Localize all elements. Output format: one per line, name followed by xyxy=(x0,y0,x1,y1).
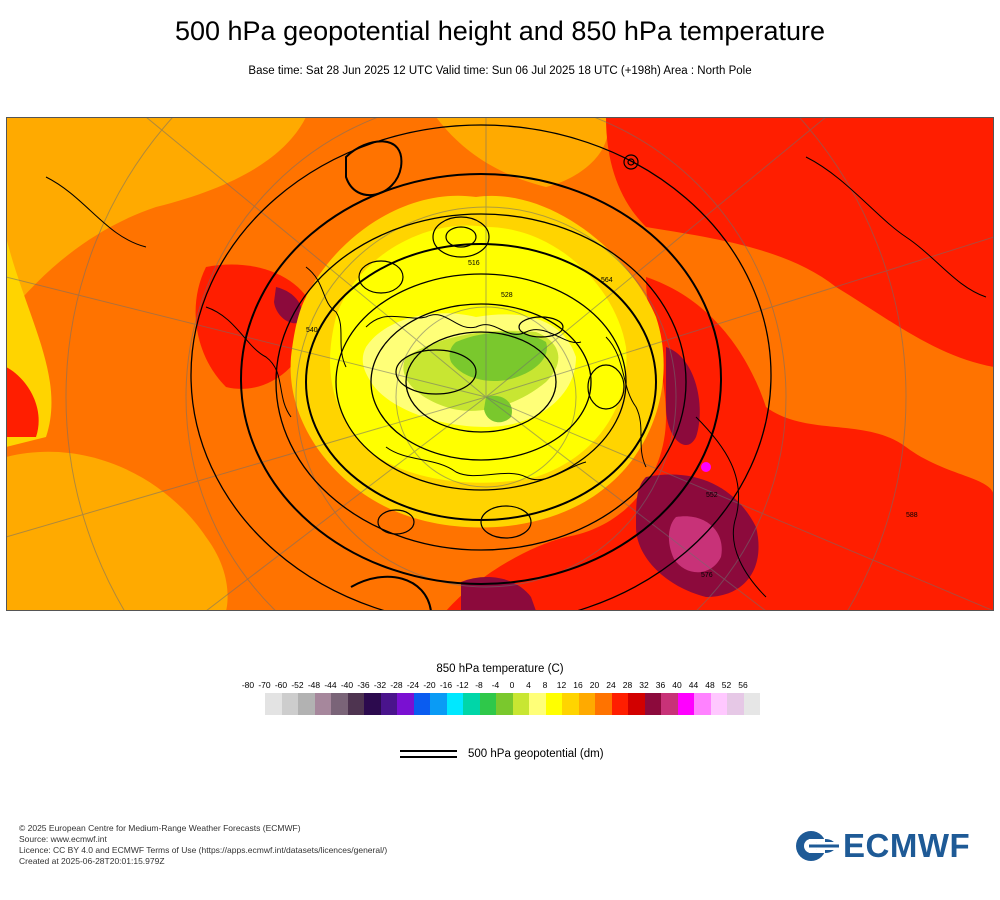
field-orange-sw xyxy=(6,451,228,611)
colorbar-swatch xyxy=(413,693,430,715)
colorbar-swatch xyxy=(611,693,628,715)
colorbar-swatch xyxy=(743,693,760,715)
colorbar-swatch xyxy=(314,693,331,715)
colorbar-swatch xyxy=(430,693,447,715)
colorbar-swatch xyxy=(463,693,480,715)
geopotential-contours xyxy=(190,124,772,611)
colorbar-swatch xyxy=(298,693,315,715)
contour-label: 540 xyxy=(306,327,318,334)
copyright-line: © 2025 European Centre for Medium-Range … xyxy=(19,823,301,833)
field-hotspot xyxy=(701,462,711,472)
colorbar-tick-label: 40 xyxy=(672,680,682,690)
map-frame xyxy=(6,117,994,611)
colorbar-swatch xyxy=(496,693,513,715)
colorbar-tick-label: 28 xyxy=(622,680,633,690)
colorbar-swatch xyxy=(545,693,562,715)
contour-label: 564 xyxy=(601,277,613,284)
colorbar-tick-label: -24 xyxy=(406,680,420,690)
contour-label: 576 xyxy=(701,572,713,579)
field-green-polar xyxy=(449,332,547,382)
field-darkred-west xyxy=(274,287,303,324)
licence-line: Licence: CC BY 4.0 and ECMWF Terms of Us… xyxy=(19,845,388,855)
colorbar-swatch xyxy=(529,693,546,715)
colorbar-tick-label: 16 xyxy=(573,680,583,690)
colorbar-tick-label: 20 xyxy=(589,680,600,690)
colorbar-tick-label: -48 xyxy=(307,680,321,690)
colorbar-swatch xyxy=(347,693,364,715)
colorbar-tick-label: -52 xyxy=(291,680,304,690)
colorbar-tick-label: -60 xyxy=(274,680,288,690)
colorbar-swatch xyxy=(677,693,694,715)
colorbar-swatch xyxy=(380,693,397,715)
colorbar-tick-label: 56 xyxy=(738,680,748,690)
source-line: Source: www.ecmwf.int xyxy=(19,834,107,844)
contour-label: 528 xyxy=(501,292,513,299)
field-red-edge xyxy=(6,367,39,437)
colorbar-swatch xyxy=(479,693,496,715)
colorbar-swatch xyxy=(694,693,711,715)
contour-legend: 500 hPa geopotential (dm) xyxy=(400,748,604,760)
colorbar-swatch xyxy=(397,693,414,715)
colorbar-tick-label: -40 xyxy=(340,680,354,690)
field-red-ne xyxy=(606,117,994,367)
colorbar-swatch xyxy=(265,693,282,715)
colorbar-swatch xyxy=(644,693,661,715)
chart-title: 500 hPa geopotential height and 850 hPa … xyxy=(174,16,825,46)
contour-legend-label: 500 hPa geopotential (dm) xyxy=(468,748,604,760)
colorbar-tick-label: 0 xyxy=(509,680,515,690)
contour-label: 552 xyxy=(706,492,718,499)
contour-line-sample xyxy=(400,750,457,758)
colorbar-tick-label: -28 xyxy=(390,680,403,690)
colorbar-swatch xyxy=(562,693,579,715)
ecmwf-logo: ECMWF xyxy=(795,827,970,865)
ecmwf-logo-icon xyxy=(796,831,839,861)
colorbar-tick-label: -8 xyxy=(475,680,483,690)
colorbar-tick-label: -32 xyxy=(373,680,387,690)
colorbar-swatch xyxy=(661,693,678,715)
colorbar-tick-label: -20 xyxy=(423,680,436,690)
colorbar-tick-label: -4 xyxy=(491,680,500,690)
field-green-polar-2 xyxy=(484,395,512,423)
map-panel: 516 528 540 552 564 576 588 xyxy=(6,117,994,611)
chart-subtitle: Base time: Sat 28 Jun 2025 12 UTC Valid … xyxy=(248,65,752,77)
field-orange-nw xyxy=(6,117,306,317)
colorbar-tick-label: 12 xyxy=(556,680,567,690)
colorbar-tick-label: 36 xyxy=(655,680,666,690)
colorbar-tick-label: -80 xyxy=(241,680,255,690)
colorbar-tick-label: 8 xyxy=(542,680,548,690)
colorbar-tick-label: 24 xyxy=(606,680,616,690)
colorbar-swatch xyxy=(331,693,348,715)
colorbar-swatch xyxy=(446,693,463,715)
colorbar-swatch xyxy=(578,693,595,715)
contour-labels: 516 528 540 552 564 576 588 xyxy=(306,260,918,579)
colorbar-tick-label: -70 xyxy=(258,680,271,690)
colorbar-tick-label: 44 xyxy=(688,680,699,690)
contour-label: 588 xyxy=(906,512,918,519)
colorbar-tick-label: 4 xyxy=(526,680,531,690)
colorbar-ticks: -80 -70 -60 -52 -48 -44 -40 -36 -32 -28 -24 -20 -16-… xyxy=(234,680,765,692)
colorbar-tick-label: -16 xyxy=(439,680,453,690)
colorbar-swatch xyxy=(628,693,645,715)
colorbar-tick-label: -44 xyxy=(324,680,337,690)
colorbar-tick-label: 48 xyxy=(705,680,715,690)
colorbar-swatch xyxy=(281,693,298,715)
colorbar-tick-label: -12 xyxy=(456,680,469,690)
field-orange-north xyxy=(436,117,608,187)
legend-title: 850 hPa temperature (C) xyxy=(436,663,564,675)
temperature-map: 516 528 540 552 564 576 588 xyxy=(6,117,994,611)
credits: © 2025 European Centre for Medium-Range … xyxy=(19,823,387,867)
colorbar-swatch xyxy=(710,693,727,715)
colorbar-swatch xyxy=(595,693,612,715)
colorbar xyxy=(265,693,760,715)
created-line: Created at 2025-06-28T20:01:15.979Z xyxy=(19,856,165,866)
colorbar-tick-label: 32 xyxy=(639,680,649,690)
colorbar-swatch xyxy=(727,693,744,715)
field-darkred-south xyxy=(461,577,536,611)
colorbar-swatch xyxy=(512,693,529,715)
colorbar-swatch xyxy=(364,693,381,715)
colorbar-tick-label: -36 xyxy=(357,680,370,690)
contour-label: 516 xyxy=(468,260,480,267)
colorbar-tick-label: 52 xyxy=(721,680,732,690)
ecmwf-logo-text: ECMWF xyxy=(843,827,971,864)
